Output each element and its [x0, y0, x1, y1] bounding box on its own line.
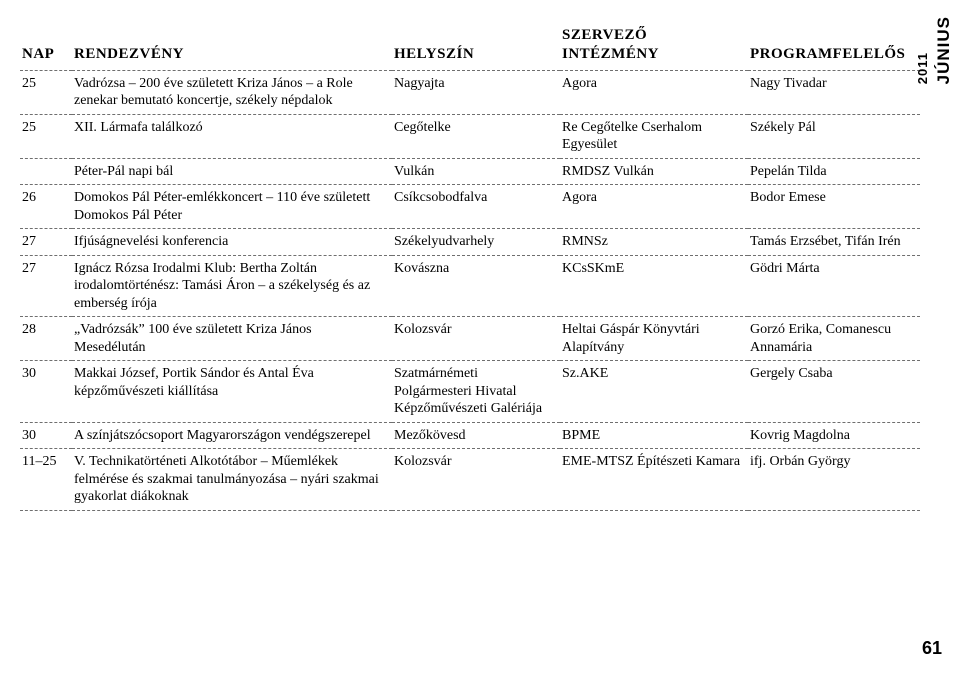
table-row: 25XII. Lármafa találkozóCegőtelkeRe Cegő…	[20, 114, 920, 158]
cell-rend: Ifjúságnevelési konferencia	[72, 229, 392, 256]
cell-prog: Kovrig Magdolna	[748, 422, 920, 449]
cell-prog: Gorzó Erika, Comanescu Annamária	[748, 317, 920, 361]
cell-nap: 27	[20, 229, 72, 256]
cell-prog: Nagy Tivadar	[748, 70, 920, 114]
cell-nap: 11–25	[20, 449, 72, 511]
cell-hely: Csíkcsobodfalva	[392, 185, 560, 229]
header-row: NAP RENDEZVÉNY HELYSZÍN SZERVEZŐ INTÉZMÉ…	[20, 24, 920, 70]
table-row: 25Vadrózsa – 200 éve született Kriza Ján…	[20, 70, 920, 114]
cell-nap: 27	[20, 255, 72, 317]
cell-szerv: Agora	[560, 185, 748, 229]
cell-prog: Bodor Emese	[748, 185, 920, 229]
cell-prog: ifj. Orbán György	[748, 449, 920, 511]
cell-hely: Kolozsvár	[392, 317, 560, 361]
table-row: 27Ifjúságnevelési konferenciaSzékelyudva…	[20, 229, 920, 256]
col-hely: HELYSZÍN	[392, 24, 560, 70]
cell-rend: V. Technikatörténeti Alkotótábor – Műeml…	[72, 449, 392, 511]
cell-szerv: KCsSKmE	[560, 255, 748, 317]
cell-rend: XII. Lármafa találkozó	[72, 114, 392, 158]
side-month: JÚNIUS	[934, 16, 954, 84]
cell-nap: 25	[20, 114, 72, 158]
cell-nap: 28	[20, 317, 72, 361]
cell-rend: A színjátszócsoport Magyarországon vendé…	[72, 422, 392, 449]
table-row: 28„Vadrózsák” 100 éve született Kriza Já…	[20, 317, 920, 361]
cell-szerv: Sz.AKE	[560, 361, 748, 423]
col-nap: NAP	[20, 24, 72, 70]
cell-szerv: Agora	[560, 70, 748, 114]
cell-szerv: BPME	[560, 422, 748, 449]
page: 2011 JÚNIUS NAP RENDEZVÉNY HELYSZÍN SZER…	[0, 0, 960, 673]
cell-nap	[20, 158, 72, 185]
col-prog: PROGRAMFELELŐS	[748, 24, 920, 70]
cell-prog: Székely Pál	[748, 114, 920, 158]
cell-prog: Pepelán Tilda	[748, 158, 920, 185]
table-row: Péter-Pál napi bálVulkánRMDSZ VulkánPepe…	[20, 158, 920, 185]
cell-rend: „Vadrózsák” 100 éve született Kriza Jáno…	[72, 317, 392, 361]
cell-rend: Domokos Pál Péter-emlékkoncert – 110 éve…	[72, 185, 392, 229]
cell-prog: Tamás Erzsébet, Tifán Irén	[748, 229, 920, 256]
cell-prog: Gödri Márta	[748, 255, 920, 317]
cell-szerv: Heltai Gáspár Könyvtári Alapítvány	[560, 317, 748, 361]
cell-prog: Gergely Csaba	[748, 361, 920, 423]
table-row: 26Domokos Pál Péter-emlékkoncert – 110 é…	[20, 185, 920, 229]
cell-szerv: RMDSZ Vulkán	[560, 158, 748, 185]
cell-hely: Nagyajta	[392, 70, 560, 114]
schedule-table: NAP RENDEZVÉNY HELYSZÍN SZERVEZŐ INTÉZMÉ…	[20, 24, 920, 511]
cell-hely: Kovászna	[392, 255, 560, 317]
cell-nap: 30	[20, 422, 72, 449]
cell-szerv: EME-MTSZ Építészeti Kamara	[560, 449, 748, 511]
table-row: 11–25V. Technikatörténeti Alkotótábor – …	[20, 449, 920, 511]
side-label: 2011 JÚNIUS	[915, 10, 954, 89]
cell-rend: Péter-Pál napi bál	[72, 158, 392, 185]
cell-hely: Székelyudvarhely	[392, 229, 560, 256]
col-rend: RENDEZVÉNY	[72, 24, 392, 70]
cell-nap: 30	[20, 361, 72, 423]
cell-rend: Vadrózsa – 200 éve született Kriza János…	[72, 70, 392, 114]
col-szerv: SZERVEZŐ INTÉZMÉNY	[560, 24, 748, 70]
table-row: 27Ignácz Rózsa Irodalmi Klub: Bertha Zol…	[20, 255, 920, 317]
page-number: 61	[922, 638, 942, 659]
side-year: 2011	[915, 52, 930, 84]
cell-hely: Vulkán	[392, 158, 560, 185]
table-row: 30Makkai József, Portik Sándor és Antal …	[20, 361, 920, 423]
cell-nap: 25	[20, 70, 72, 114]
cell-szerv: Re Cegőtelke Cserhalom Egyesület	[560, 114, 748, 158]
cell-hely: Szatmárnémeti Polgármesteri Hivatal Képz…	[392, 361, 560, 423]
cell-hely: Cegőtelke	[392, 114, 560, 158]
cell-rend: Makkai József, Portik Sándor és Antal Év…	[72, 361, 392, 423]
cell-hely: Kolozsvár	[392, 449, 560, 511]
cell-hely: Mezőkövesd	[392, 422, 560, 449]
cell-nap: 26	[20, 185, 72, 229]
cell-szerv: RMNSz	[560, 229, 748, 256]
schedule-body: 25Vadrózsa – 200 éve született Kriza Ján…	[20, 70, 920, 510]
cell-rend: Ignácz Rózsa Irodalmi Klub: Bertha Zoltá…	[72, 255, 392, 317]
table-row: 30A színjátszócsoport Magyarországon ven…	[20, 422, 920, 449]
